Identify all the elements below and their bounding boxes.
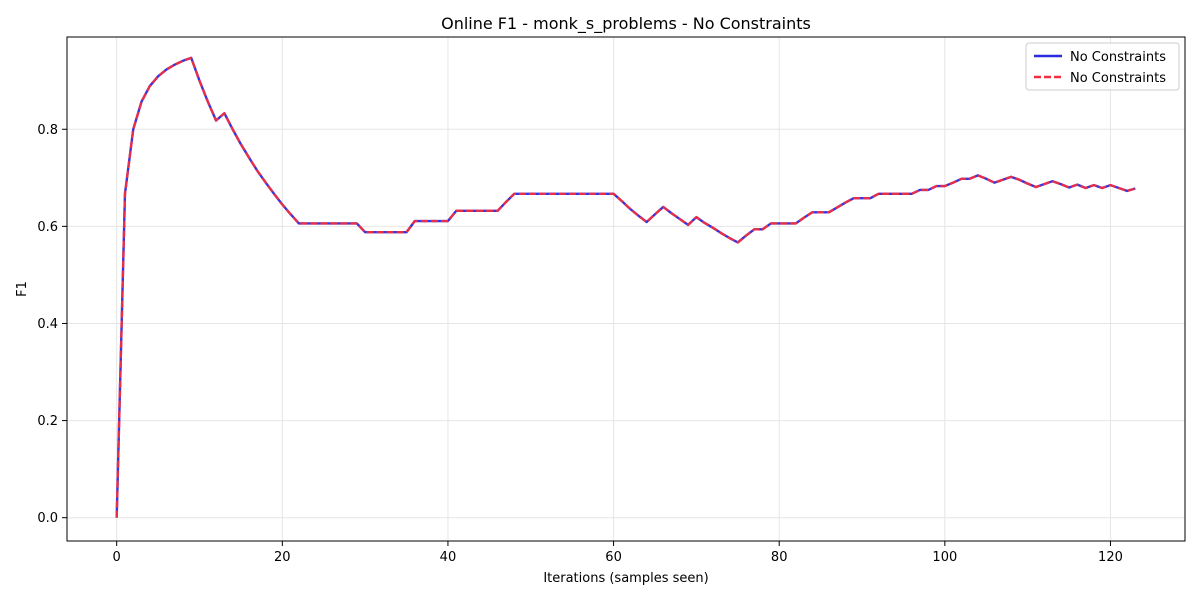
x-axis: 0 20 40 60 80 100 120 <box>113 541 1123 565</box>
y-axis-label: F1 <box>15 281 30 297</box>
y-tick-label: 0.2 <box>37 414 58 429</box>
x-tick-label: 120 <box>1098 550 1123 565</box>
y-tick-label: 0.8 <box>37 123 58 138</box>
series-layer <box>115 56 1136 518</box>
y-tick-label: 0.4 <box>37 317 58 332</box>
x-tick-label: 60 <box>605 550 622 565</box>
y-tick-label: 0.6 <box>37 220 58 235</box>
legend-box <box>1025 42 1180 91</box>
grid <box>67 37 1185 541</box>
x-tick-label: 100 <box>932 550 957 565</box>
x-axis-label: Iterations (samples seen) <box>543 571 708 586</box>
plot-frame <box>66 36 1186 542</box>
x-tick-label: 20 <box>274 550 291 565</box>
legend: No Constraints No Constraints <box>1025 42 1180 91</box>
y-tick-label: 0.0 <box>37 511 58 526</box>
legend-label-series-2: No Constraints <box>1070 71 1166 86</box>
x-tick-label: 80 <box>771 550 788 565</box>
x-tick-label: 0 <box>113 550 121 565</box>
series-line-2 <box>115 56 1136 518</box>
legend-label-series-1: No Constraints <box>1070 50 1166 65</box>
x-tick-label: 40 <box>440 550 457 565</box>
chart-title: Online F1 - monk_s_problems - No Constra… <box>441 14 811 34</box>
y-axis: 0.0 0.2 0.4 0.6 0.8 <box>37 123 67 526</box>
